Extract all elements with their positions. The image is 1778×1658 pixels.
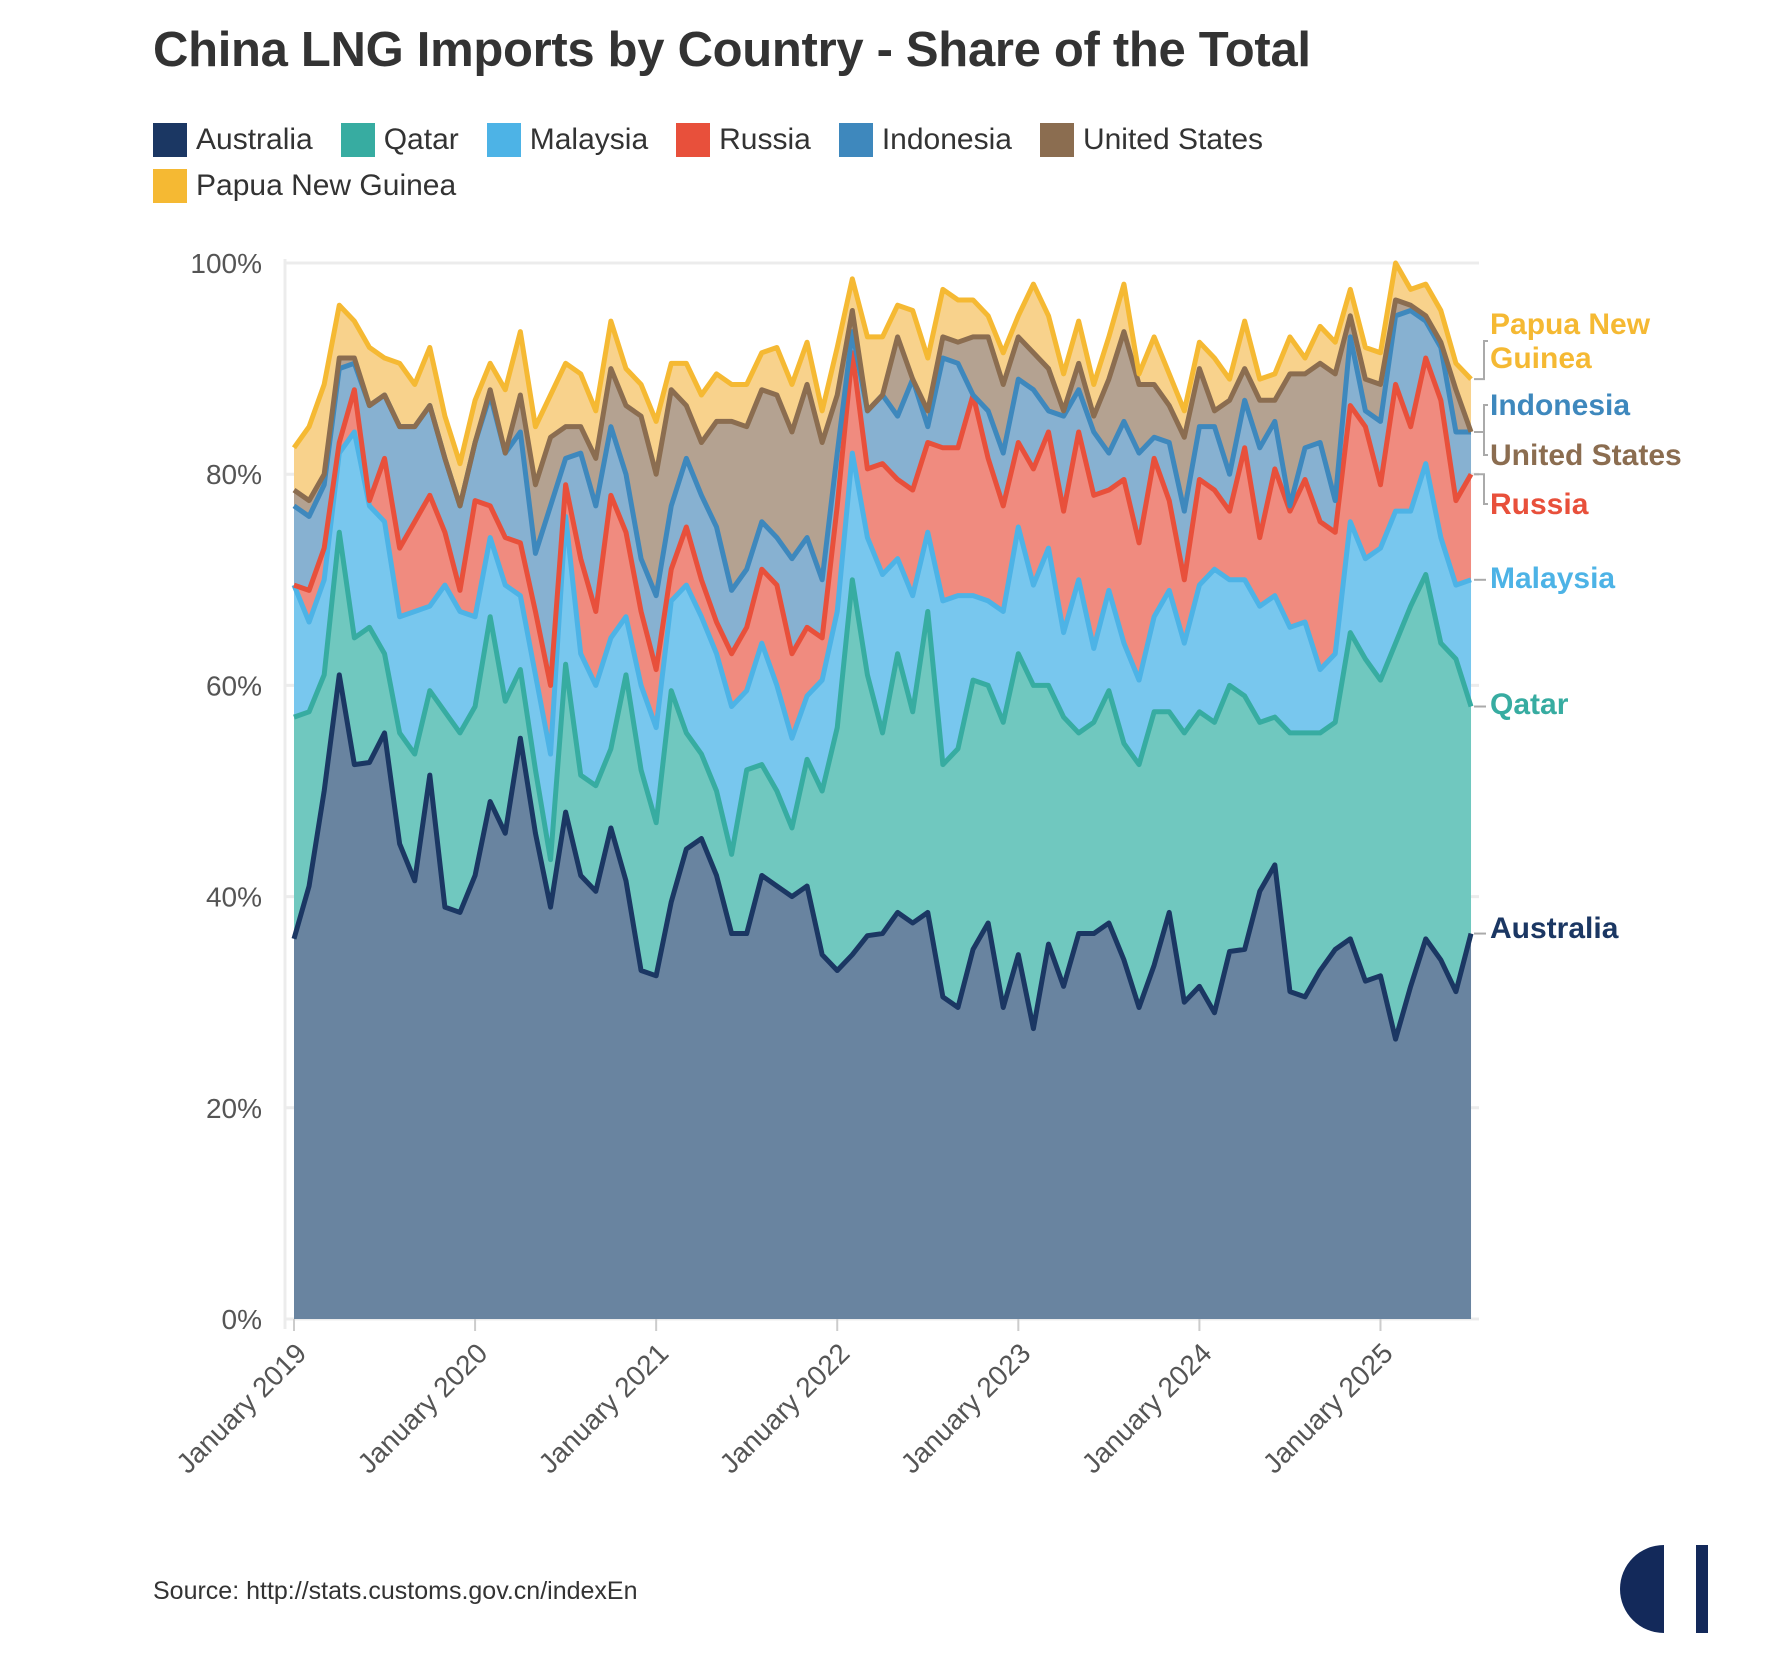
line-qatar (293, 529, 1474, 863)
legend-swatch (486, 123, 521, 157)
label-connector (1474, 340, 1488, 381)
y-tick-label: 100% (190, 248, 262, 279)
x-tick-label: January 2024 (1076, 1337, 1218, 1479)
end-label-papua-new-guinea: Guinea (1490, 342, 1592, 375)
legend-label: Papua New Guinea (196, 169, 457, 202)
label-connector (1474, 404, 1488, 433)
legend-item-malaysia: Malaysia (486, 122, 649, 158)
legend-swatch (153, 169, 187, 203)
legend-label: Qatar (383, 123, 459, 156)
label-connector (1474, 430, 1488, 456)
line-malaysia (291, 429, 1472, 757)
legend-item-qatar: Qatar (340, 122, 459, 158)
y-tick-label: 60% (206, 670, 262, 701)
legend-swatch (1039, 123, 1074, 157)
legend-label: Russia (719, 123, 811, 156)
x-tick-label: January 2022 (714, 1337, 856, 1479)
line-united-states (292, 297, 1474, 509)
x-tick-label: January 2023 (895, 1337, 1037, 1479)
legend-label: Indonesia (881, 123, 1012, 156)
x-tick-label: January 2019 (170, 1337, 312, 1479)
legend: Australia Qatar Malaysia Russia Indonesi… (153, 122, 1453, 204)
end-label-united-states: United States (1490, 439, 1682, 472)
line-papua-new-guinea (291, 260, 1473, 467)
y-tick-label: 40% (206, 882, 262, 913)
legend-swatch (153, 123, 187, 157)
end-label-russia: Russia (1490, 488, 1589, 521)
y-tick-label: 80% (206, 459, 262, 490)
area-layers (294, 263, 1472, 1319)
legend-item-russia: Russia (676, 122, 811, 158)
end-label-malaysia: Malaysia (1490, 562, 1615, 595)
legend-item-australia: Australia (153, 122, 313, 158)
end-label-indonesia: Indonesia (1490, 389, 1630, 422)
legend-item-united-states: United States (1039, 122, 1264, 158)
legend-label: United States (1082, 123, 1264, 156)
legend-label: Australia (196, 123, 313, 156)
legend-swatch (340, 123, 375, 157)
x-tick-label: January 2020 (351, 1337, 493, 1479)
y-tick-label: 20% (206, 1093, 262, 1124)
x-tick-label: January 2021 (532, 1337, 674, 1479)
end-label-australia: Australia (1490, 912, 1619, 945)
legend-item-indonesia: Indonesia (838, 122, 1012, 158)
legend-swatch (676, 123, 711, 157)
area-australia (294, 674, 1472, 1319)
chart-title: China LNG Imports by Country - Share of … (153, 23, 1311, 77)
source-note: Source: http://stats.customs.gov.cn/inde… (153, 1577, 638, 1605)
legend-label: Malaysia (529, 123, 649, 156)
area-russia (294, 352, 1472, 755)
area-qatar (294, 532, 1472, 1040)
line-russia (293, 350, 1474, 688)
area-malaysia (294, 431, 1472, 860)
label-connector (1474, 473, 1488, 505)
end-label-papua-new-guinea: Papua New (1490, 308, 1651, 341)
area-papua-new-guinea (294, 263, 1472, 506)
series-lines (291, 260, 1474, 1042)
legend-item-papua-new-guinea: Papua New Guinea (153, 168, 456, 204)
end-label-qatar: Qatar (1490, 688, 1569, 721)
x-tick-label: January 2025 (1257, 1337, 1399, 1479)
publisher-logo (1620, 1545, 1708, 1633)
legend-swatch (838, 123, 873, 157)
y-tick-label: 0% (222, 1304, 262, 1335)
line-australia (291, 672, 1474, 1042)
